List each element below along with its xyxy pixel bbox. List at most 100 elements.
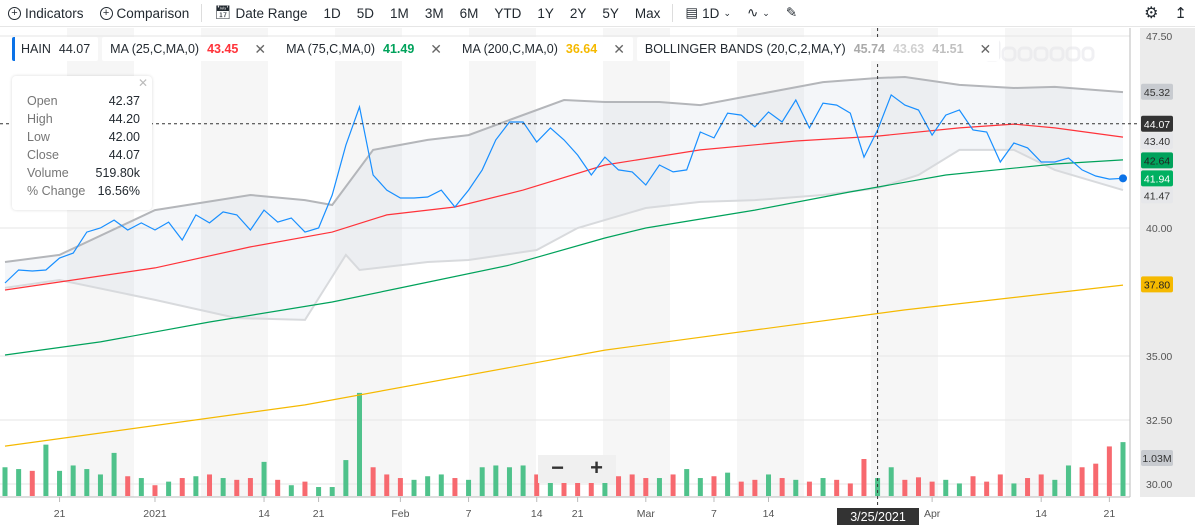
price-badge: 45.32 [1141, 83, 1173, 100]
chart-toolbar: + Indicators + Comparison 📅︎ Date Range 1D 5… [0, 0, 1195, 27]
volume-bar [929, 481, 935, 496]
range-5d[interactable]: 5D [356, 5, 375, 21]
volume-bar [247, 478, 253, 496]
volume-bar [193, 476, 199, 496]
calendar-icon: 📅︎ [214, 5, 232, 20]
legend-ma75[interactable]: MA (75,C,MA,0) 41.49 ✕ [278, 37, 451, 61]
range-2y[interactable]: 2Y [569, 5, 587, 21]
zoom-out-button[interactable]: − [551, 455, 564, 480]
range-1d[interactable]: 1D [323, 5, 341, 21]
ma200-line [4, 284, 1124, 447]
comparison-button[interactable]: + Comparison [92, 6, 198, 21]
watermark-glyph [1081, 46, 1095, 62]
share-button[interactable]: ↥ [1166, 4, 1195, 22]
tooltip-value: 42.00 [108, 130, 140, 144]
volume-bar [684, 469, 690, 496]
volume-bar [288, 485, 294, 496]
volume-bar [506, 467, 512, 496]
close-icon[interactable]: ✕ [137, 76, 148, 90]
ohlc-tooltip: ✕ Open 42.37 High 44.20 Low 42.00 Close 44.07 Vo… [12, 76, 152, 210]
chart-type-dropdown[interactable]: ∿ ⌄ [739, 5, 778, 21]
tooltip-row: Volume 519.80k [27, 164, 140, 182]
range-1m[interactable]: 1M [390, 5, 409, 21]
volume-bar [847, 483, 853, 496]
volume-bar [370, 467, 376, 496]
bb-upper-value: 45.74 [853, 42, 885, 56]
range-6m[interactable]: 6M [459, 5, 479, 21]
bollinger-fill [5, 77, 1123, 320]
volume-bar [752, 479, 758, 496]
remove-bb-icon[interactable]: ✕ [979, 40, 992, 57]
tooltip-value: 16.56% [97, 184, 140, 198]
indicators-button[interactable]: + Indicators [0, 6, 92, 21]
volume-bar [997, 474, 1003, 496]
volume-bar [1038, 474, 1044, 496]
price-badge-label: 41.47 [1144, 190, 1170, 202]
legend-ma25[interactable]: MA (25,C,MA,0) 43.45 ✕ [102, 37, 275, 61]
price-badge-label: 45.32 [1144, 87, 1170, 99]
volume-bar [97, 474, 103, 496]
range-1y[interactable]: 1Y [537, 5, 554, 21]
volume-bar [356, 392, 362, 496]
volume-bar [70, 465, 76, 496]
tooltip-row: Close 44.07 [27, 146, 140, 164]
volume-bar [984, 481, 990, 496]
volume-bar [915, 477, 921, 496]
remove-ma25-icon[interactable]: ✕ [254, 40, 267, 57]
zoom-in-button[interactable]: + [590, 455, 603, 480]
chevron-down-icon: ⌄ [723, 7, 731, 18]
comparison-label: Comparison [116, 5, 190, 21]
volume-bar [766, 474, 772, 496]
price-badge-bg [1141, 152, 1173, 169]
x-tick-label: 21 [313, 508, 325, 520]
volume-bar [84, 469, 90, 496]
x-tick-label: 7 [466, 508, 472, 520]
volume-bar [411, 479, 417, 496]
remove-ma75-icon[interactable]: ✕ [430, 40, 443, 57]
price-badge-label: 43.40 [1144, 136, 1170, 148]
volume-bar [166, 481, 172, 496]
indicator-legend: HAIN 44.07 MA (25,C,MA,0) 43.45 ✕ MA (75,C,… [12, 37, 1000, 61]
date-range-button[interactable]: 📅︎ Date Range [206, 5, 315, 21]
interval-dropdown[interactable]: ▤ 1D ⌄ [677, 5, 739, 21]
volume-bar [970, 476, 976, 496]
settings-button[interactable]: ⚙ [1136, 3, 1166, 23]
price-badge-bg [1141, 115, 1173, 132]
volume-bar [16, 469, 22, 496]
volume-bar [261, 461, 267, 496]
legend-symbol[interactable]: HAIN 44.07 [12, 37, 99, 61]
interval-label: 1D [702, 5, 720, 21]
watermark-glyph [1049, 46, 1065, 62]
y-tick-label: 47.50 [1146, 31, 1172, 43]
indicators-label: Indicators [25, 5, 84, 21]
range-max[interactable]: Max [634, 5, 661, 21]
volume-bar [670, 474, 676, 496]
last-price-dot [1119, 174, 1127, 183]
volume-bar [643, 478, 649, 496]
plus-circle-icon: + [8, 6, 21, 20]
legend-ma200[interactable]: MA (200,C,MA,0) 36.64 ✕ [454, 37, 633, 61]
range-5y[interactable]: 5Y [602, 5, 619, 21]
week-stripe [603, 28, 670, 497]
x-tick-label: 14 [531, 508, 543, 520]
volume-bar [943, 479, 949, 496]
ma200-value: 36.64 [565, 42, 598, 56]
remove-ma200-icon[interactable]: ✕ [613, 40, 625, 57]
week-stripe [1005, 28, 1072, 497]
volume-bar [29, 470, 35, 496]
volume-bar [479, 467, 485, 496]
volume-bar [1120, 442, 1126, 496]
volume-bar [425, 476, 431, 496]
draw-button[interactable]: ✎ [778, 5, 805, 21]
volume-bar [711, 476, 717, 496]
range-ytd[interactable]: YTD [494, 5, 522, 21]
gear-icon: ⚙ [1144, 5, 1159, 22]
bollinger-lower-line [4, 148, 1124, 321]
price-badge: 41.94 [1141, 170, 1173, 187]
legend-bollinger[interactable]: BOLLINGER BANDS (20,C,2,MA,Y) 45.74 43.63 4… [636, 37, 1000, 61]
bb-lower-value: 41.51 [932, 42, 964, 56]
volume-bar [43, 444, 49, 496]
range-3m[interactable]: 3M [424, 5, 444, 21]
volume-bar [111, 452, 117, 496]
